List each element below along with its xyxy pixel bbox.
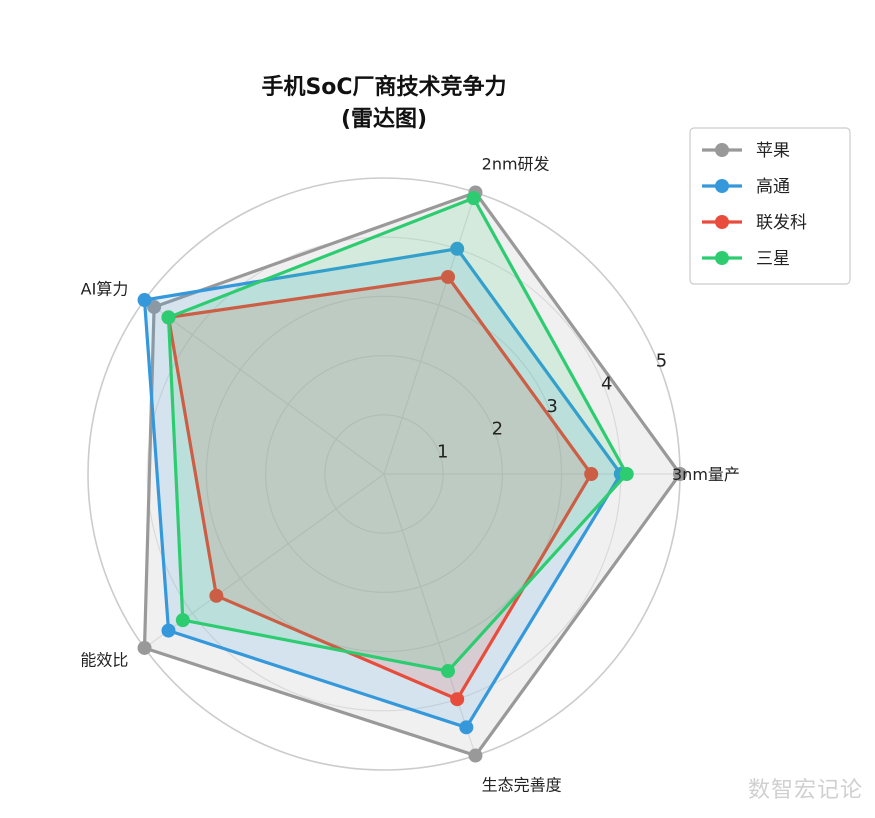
series-point — [619, 467, 634, 481]
series-fill — [144, 192, 680, 756]
series-point — [137, 293, 152, 308]
legend-marker — [715, 179, 729, 193]
chart-title: 手机SoC厂商技术竞争力 — [261, 74, 506, 100]
series-point — [450, 241, 465, 256]
series-point — [137, 640, 152, 655]
legend-label: 联发科 — [756, 213, 807, 233]
series-point — [673, 467, 687, 481]
legend-label: 高通 — [756, 177, 790, 197]
r-tick-label: 5 — [656, 351, 667, 372]
series-fill — [168, 276, 592, 700]
series-point — [161, 310, 176, 325]
legend-label: 三星 — [756, 249, 790, 269]
legend-box — [689, 127, 851, 285]
series-line — [166, 275, 594, 702]
series-line — [142, 190, 682, 758]
series-fill — [144, 248, 621, 728]
series-point — [175, 613, 190, 628]
axis-label: 能效比 — [80, 651, 128, 670]
series-fill — [168, 198, 627, 672]
series-point — [441, 269, 456, 284]
r-tick-label: 1 — [437, 441, 448, 462]
r-tick-label: 3 — [546, 396, 557, 417]
series-point — [459, 720, 474, 735]
series-line — [166, 196, 629, 673]
series-point — [209, 588, 224, 603]
series-line — [142, 247, 623, 730]
grid-spoke — [383, 192, 477, 475]
axis-label: 2nm研发 — [482, 154, 550, 173]
series-point — [161, 623, 176, 638]
series-point — [441, 664, 456, 679]
legend-marker — [715, 143, 729, 157]
r-tick-label: 2 — [492, 419, 503, 440]
axis-label: 生态完善度 — [482, 776, 562, 795]
axis-label: 3nm量产 — [672, 465, 740, 484]
series-point — [584, 467, 599, 481]
series-point — [466, 191, 481, 206]
radar-series — [137, 185, 687, 763]
watermark: 数智宏记论 — [747, 778, 863, 803]
r-tick-label: 4 — [601, 373, 612, 394]
legend-label: 苹果 — [756, 141, 790, 161]
series-point — [468, 748, 483, 763]
series-point — [450, 692, 465, 707]
grid-spoke — [144, 299, 385, 475]
legend-marker — [715, 251, 729, 265]
legend-marker — [715, 215, 729, 229]
grid-spoke — [383, 473, 477, 756]
chart-subtitle: (雷达图) — [341, 107, 427, 132]
axis-label: AI算力 — [81, 279, 129, 298]
